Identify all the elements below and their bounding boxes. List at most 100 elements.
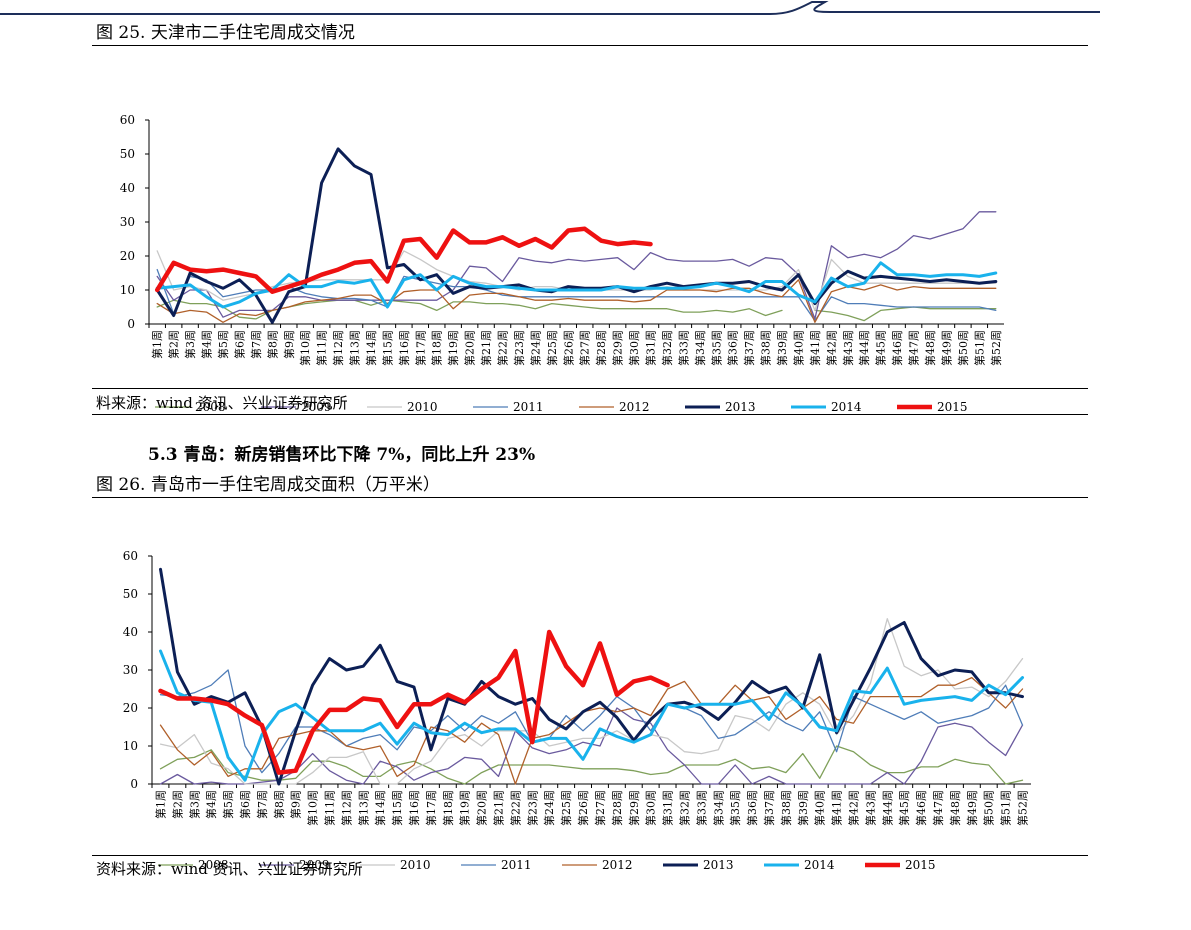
x-tick-label: 第51周	[999, 790, 1013, 826]
series-line-2008	[159, 745, 1024, 785]
x-tick-label: 第44周	[880, 790, 894, 826]
series-line-2015	[154, 226, 653, 294]
x-tick-label: 第10周	[298, 330, 312, 366]
x-tick-label: 第38周	[779, 790, 793, 826]
x-tick-label: 第35周	[728, 790, 742, 826]
x-tick-label: 第7周	[249, 330, 263, 359]
legend-label-2010: 2010	[400, 858, 431, 872]
x-tick-label: 第37周	[742, 330, 756, 366]
series-line-2014	[155, 261, 998, 309]
y-tick-label: 60	[120, 113, 135, 127]
x-tick-label: 第8周	[272, 790, 286, 819]
header-rule	[0, 0, 1100, 15]
series-line-2014	[159, 649, 1024, 782]
legend-label-2015: 2015	[937, 400, 968, 414]
x-tick-label: 第31周	[643, 330, 657, 366]
x-tick-label: 第28周	[594, 330, 608, 366]
y-tick-label: 0	[127, 317, 135, 331]
x-tick-label: 第33周	[694, 790, 708, 826]
x-tick-label: 第22周	[508, 790, 522, 826]
chart-qingdao-new-homes: 0 10 20 30 40 50 60 第1周 第2周 第3周 第4周 第5周 第6周 第7周 第8周 第9周…	[123, 549, 1031, 872]
figure-25-source: 料来源：wind 资讯、兴业证券研究所	[96, 394, 348, 412]
y-tick-label: 50	[123, 587, 138, 601]
y-tick-label: 30	[120, 215, 135, 229]
x-tick-label: 第19周	[446, 330, 460, 366]
x-tick-label: 第20周	[475, 790, 489, 826]
x-tick-label: 第21周	[492, 790, 506, 826]
x-tick-label: 第25周	[559, 790, 573, 826]
x-tick-label: 第17周	[424, 790, 438, 826]
x-tick-label: 第25周	[545, 330, 559, 366]
legend-label-2008: 2008	[198, 858, 229, 872]
x-tick-label: 第46周	[914, 790, 928, 826]
figure-25-top-rule	[92, 45, 1088, 46]
x-tick-label: 第42周	[847, 790, 861, 826]
legend-label-2009: 2009	[301, 400, 332, 414]
figure-26-bottom-rule	[92, 855, 1088, 856]
y-tick-label: 10	[123, 739, 138, 753]
figure-26-source: 资料来源：wind 资讯、兴业证券研究所	[96, 860, 363, 878]
x-tick-label: 第41周	[808, 330, 822, 366]
x-tick-label: 第1周	[153, 790, 167, 819]
x-tick-label: 第18周	[430, 330, 444, 366]
legend-label-2015: 2015	[905, 858, 936, 872]
x-tick-label: 第13周	[356, 790, 370, 826]
legend-label-2013: 2013	[725, 400, 756, 414]
x-tick-label: 第39周	[796, 790, 810, 826]
x-tick-label: 第11周	[322, 790, 336, 826]
x-tick-label: 第49周	[939, 330, 953, 366]
x-tick-label: 第2周	[170, 790, 184, 819]
y-tick-label: 10	[120, 283, 135, 297]
series-line-2013	[159, 567, 1024, 786]
x-tick-label: 第3周	[187, 790, 201, 819]
x-tick-label: 第23周	[512, 330, 526, 366]
x-tick-label: 第40周	[813, 790, 827, 826]
x-tick-label: 第24周	[528, 330, 542, 366]
y-tick-label: 40	[123, 625, 138, 639]
x-tick-label: 第21周	[479, 330, 493, 366]
x-tick-label: 第15周	[380, 330, 394, 366]
x-tick-label: 第43周	[863, 790, 877, 826]
x-tick-label: 第34周	[693, 330, 707, 366]
series-line-2013	[155, 147, 998, 324]
series-line-2011	[159, 669, 1024, 774]
x-tick-label: 第6周	[238, 790, 252, 819]
x-tick-label: 第15周	[390, 790, 404, 826]
x-tick-label: 第50周	[956, 330, 970, 366]
y-tick-label: 40	[120, 181, 135, 195]
x-tick-label: 第5周	[221, 790, 235, 819]
x-tick-label: 第52周	[989, 330, 1003, 366]
x-tick-label: 第10周	[306, 790, 320, 826]
x-tick-label: 第52周	[1016, 790, 1030, 826]
y-tick-label: 20	[123, 701, 138, 715]
x-tick-label: 第33周	[676, 330, 690, 366]
x-tick-label: 第41周	[830, 790, 844, 826]
x-tick-label: 第48周	[923, 330, 937, 366]
legend-label-2010: 2010	[407, 400, 438, 414]
x-tick-label: 第28周	[610, 790, 624, 826]
legend-label-2012: 2012	[619, 400, 650, 414]
x-tick-label: 第13周	[348, 330, 362, 366]
legend-label-2014: 2014	[831, 400, 862, 414]
x-tick-label: 第12周	[339, 790, 353, 826]
y-tick-label: 60	[123, 549, 138, 563]
legend-label-2012: 2012	[602, 858, 633, 872]
figure-25-source-rule	[92, 414, 1088, 415]
series-line-2012	[156, 279, 997, 323]
series-line-2010	[159, 618, 1024, 785]
x-tick-label: 第31周	[661, 790, 675, 826]
y-tick-label: 30	[123, 663, 138, 677]
x-tick-label: 第35周	[709, 330, 723, 366]
x-tick-label: 第9周	[282, 330, 296, 359]
x-tick-label: 第23周	[525, 790, 539, 826]
legend-label-2009: 2009	[299, 858, 330, 872]
figure-26-title: 图 26. 青岛市一手住宅周成交面积（万平米）	[96, 475, 440, 495]
x-tick-label: 第16周	[397, 330, 411, 366]
x-tick-label: 第1周	[150, 330, 164, 359]
x-tick-label: 第27周	[578, 330, 592, 366]
x-tick-label: 第37周	[762, 790, 776, 826]
x-tick-label: 第5周	[216, 330, 230, 359]
x-tick-label: 第8周	[265, 330, 279, 359]
figure-25-bottom-rule	[92, 388, 1088, 389]
x-tick-label: 第27周	[593, 790, 607, 826]
